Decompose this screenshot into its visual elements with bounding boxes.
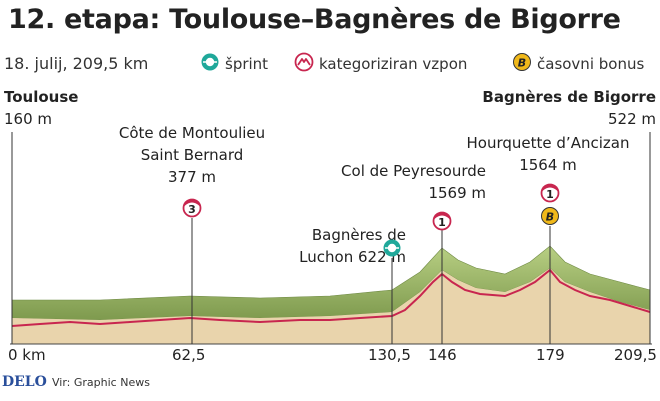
stage-subtitle: 18. julij, 209,5 km xyxy=(4,54,149,73)
bonus-marker-ancizan: B xyxy=(541,207,559,225)
climb-montoulieu-label: Côte de Montoulieu Saint Bernard 377 m xyxy=(118,124,266,186)
svg-text:1: 1 xyxy=(546,188,554,201)
km-label-finish: 209,5 xyxy=(614,346,657,364)
svg-text:3: 3 xyxy=(188,203,196,216)
terrain-front xyxy=(12,268,650,344)
finish-name: Bagnères de Bigorre xyxy=(482,88,656,106)
start-elevation: 160 m xyxy=(4,110,53,128)
km-label-start: 0 km xyxy=(8,346,46,364)
svg-text:B: B xyxy=(518,57,526,70)
climb-marker-ancizan: 1 xyxy=(540,183,560,203)
finish-elevation: 522 m xyxy=(607,110,656,128)
mountain-icon xyxy=(294,52,314,76)
legend-bonus-label: časovni bonus xyxy=(537,55,645,73)
page-title: 12. etapa: Toulouse–Bagnères de Bigorre xyxy=(8,4,621,35)
legend-sprint: šprint xyxy=(200,52,268,76)
km-label-146: 146 xyxy=(428,346,457,364)
sprint-marker-luchon xyxy=(383,239,401,257)
sprint-icon xyxy=(200,52,220,76)
finish-label: Bagnères de Bigorre 522 m xyxy=(482,86,656,130)
climb-ancizan-label: Hourquette d’Ancizan 1564 m xyxy=(466,134,630,174)
climb-peyresourde-label: Col de Peyresourde 1569 m xyxy=(341,162,486,202)
km-label-62: 62,5 xyxy=(172,346,206,364)
svg-text:B: B xyxy=(546,211,554,224)
legend-bonus: B časovni bonus xyxy=(512,52,644,76)
bonus-icon: B xyxy=(512,52,532,76)
source-credit: Vir: Graphic News xyxy=(52,376,150,389)
legend-climb: kategoriziran vzpon xyxy=(294,52,467,76)
km-label-179: 179 xyxy=(536,346,565,364)
route-line xyxy=(11,268,651,327)
svg-text:1: 1 xyxy=(438,216,446,229)
sprint-luchon-label: Bagnères de Luchon 622 m xyxy=(299,226,406,266)
brand-logo: DELO xyxy=(2,374,47,390)
legend-sprint-label: šprint xyxy=(225,55,269,73)
legend-climb-label: kategoriziran vzpon xyxy=(319,55,468,73)
start-label: Toulouse 160 m xyxy=(4,86,78,130)
climb-marker-montoulieu: 3 xyxy=(182,198,202,218)
climb-marker-peyresourde: 1 xyxy=(432,211,452,231)
start-name: Toulouse xyxy=(4,88,79,106)
km-label-130: 130,5 xyxy=(368,346,411,364)
